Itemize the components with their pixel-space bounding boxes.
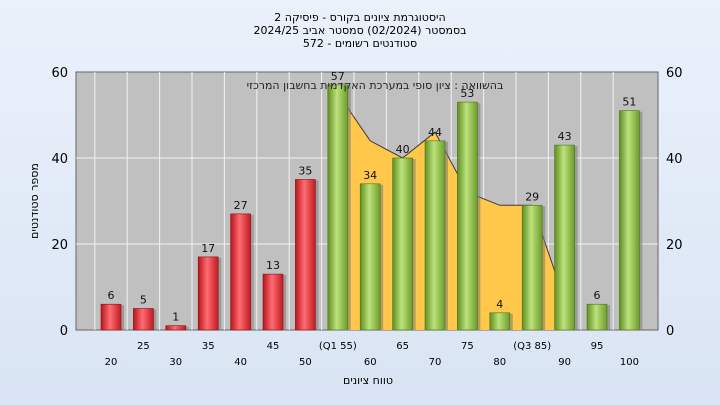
title-line-1: היסטוגרמת ציונים בקורס - פיסיקה 2 — [274, 11, 445, 24]
bar-green — [521, 205, 543, 331]
x-axis-label: טווח ציונים — [343, 374, 393, 387]
bar-value-label: 6 — [594, 289, 601, 302]
chart-title: היסטוגרמת ציונים בקורס - פיסיקה 2 בסמסטר… — [253, 11, 466, 50]
x-tick-label: 35 — [202, 341, 215, 352]
x-tick-label: 45 — [267, 341, 280, 352]
bar-red — [295, 179, 316, 331]
title-line-3: סטודנטים רשומים - 572 — [303, 37, 417, 50]
bar-green — [457, 101, 478, 331]
x-tick-labels: 20 25 30 35 40 45 50 (Q1 55) 60 65 70 75 80 (Q3 85) 90… — [105, 341, 639, 368]
bar-value-label: 44 — [428, 126, 442, 139]
x-tick-label: 75 — [461, 341, 474, 352]
bar-green — [392, 157, 413, 331]
y-tick-label-right: 0 — [666, 324, 674, 339]
bar-value-label: 1 — [172, 311, 179, 324]
x-tick-label: 40 — [234, 357, 247, 368]
bar-green — [586, 303, 608, 331]
bar-value-label: 40 — [396, 143, 410, 156]
bar-value-label: 43 — [558, 130, 572, 143]
bar-value-label: 5 — [140, 294, 147, 307]
comparison-annotation: בהשוואה : ציון סופי במערכת האקדמית בחשבו… — [247, 79, 504, 92]
x-tick-label: 65 — [396, 341, 409, 352]
x-tick-label: (Q1 55) — [319, 341, 357, 352]
bar-red — [133, 308, 154, 331]
x-tick-label: 60 — [364, 357, 377, 368]
y-tick-label-left: 20 — [51, 238, 68, 253]
x-tick-label: 95 — [591, 341, 604, 352]
y-tick-label-left: 60 — [51, 66, 68, 81]
bar-value-label: 17 — [201, 242, 215, 255]
bar-value-label: 34 — [363, 169, 377, 182]
y-tick-label-right: 40 — [666, 152, 683, 167]
x-tick-label: 70 — [429, 357, 442, 368]
bar-value-label: 57 — [331, 70, 345, 83]
x-tick-label: 50 — [299, 357, 312, 368]
title-line-2: בסמסטר (02/2024) סמסטר אביב 2024/25 — [253, 24, 466, 37]
bar-green — [619, 110, 640, 331]
x-tick-label: 20 — [105, 357, 118, 368]
y-tick-label-right: 60 — [666, 66, 683, 81]
x-tick-label: (Q3 85) — [513, 341, 551, 352]
bar-value-label: 29 — [525, 190, 539, 203]
y-tick-label-left: 0 — [60, 324, 68, 339]
bar-red — [230, 213, 251, 331]
bar-value-label: 6 — [108, 289, 115, 302]
y-tick-label-left: 40 — [51, 152, 68, 167]
bar-green — [489, 312, 511, 331]
bar-red — [165, 325, 187, 331]
bar-green — [424, 140, 446, 331]
bar-value-label: 13 — [266, 259, 280, 272]
x-tick-label: 90 — [558, 357, 571, 368]
y-tick-label-right: 20 — [666, 238, 683, 253]
bar-green — [554, 144, 575, 331]
bar-green — [359, 183, 381, 331]
y-axis-label: מספר סטודנטים — [28, 163, 41, 239]
bar-value-label: 53 — [460, 87, 474, 100]
bar-value-label: 35 — [298, 165, 312, 178]
x-tick-label: 100 — [620, 357, 639, 368]
bar-green — [327, 84, 349, 331]
bar-red — [100, 303, 122, 331]
bar-value-label: 27 — [234, 199, 248, 212]
bar-value-label: 51 — [622, 96, 636, 109]
bar-value-label: 4 — [496, 298, 503, 311]
x-tick-label: 25 — [137, 341, 150, 352]
x-tick-label: 30 — [169, 357, 182, 368]
x-tick-label: 80 — [493, 357, 506, 368]
bar-red — [262, 273, 284, 331]
bar-red — [197, 256, 219, 331]
y-tick-labels: 0 0 20 20 40 40 60 60 — [51, 66, 682, 339]
bar-layer — [100, 84, 643, 331]
